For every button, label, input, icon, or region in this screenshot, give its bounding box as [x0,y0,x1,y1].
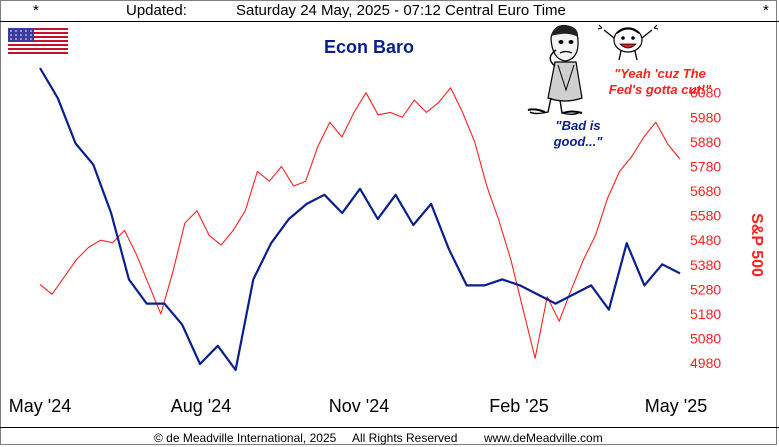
y-right-tick-label: 5480 [690,232,721,248]
us-flag-icon [8,28,68,54]
footer-website[interactable]: www.deMeadville.com [484,431,603,445]
chart-title: Econ Baro [324,37,414,57]
cheering-kid-cartoon-icon [597,24,659,61]
y-right-tick-label: 5880 [690,134,721,150]
y-right-tick-label: 6080 [690,85,721,101]
header-bar: * Updated: Saturday 24 May, 2025 - 07:12… [0,0,779,22]
worried-man-cartoon-icon [527,24,583,115]
x-tick-label: Nov '24 [329,396,389,416]
y-right-tick-label: 5180 [690,306,721,322]
y-right-tick-label: 5380 [690,257,721,273]
econ-baro-line [39,67,681,372]
footer-bar: © de Meadville International, 2025 All R… [0,427,779,447]
y-right-tick-label: 5680 [690,183,721,199]
x-tick-label: Aug '24 [171,396,232,416]
header-star-right: * [763,2,769,19]
sp500-line [39,87,681,359]
y-right-tick-label: 5580 [690,208,721,224]
y-right-tick-label: 5280 [690,281,721,297]
footer-copyright: © de Meadville International, 2025 [154,431,337,445]
y-right-tick-label: 5980 [690,109,721,125]
y-right-tick-label: 5080 [690,331,721,347]
update-timestamp: Saturday 24 May, 2025 - 07:12 Central Eu… [236,2,566,19]
y-axis-right-label: S&P 500 [748,213,765,277]
y-right-tick-label: 5780 [690,158,721,174]
cartoon-quote-right: "Yeah 'cuz The Fed's gotta cut!" [609,66,712,97]
header-star-left: * [33,2,39,19]
x-tick-label: May '25 [645,396,707,416]
cartoon-quote-left: "Bad is good..." [553,118,604,149]
footer-rights: All Rights Reserved [352,431,458,445]
y-right-tick-label: 4980 [690,355,721,371]
x-tick-label: May '24 [9,396,71,416]
updated-label: Updated: [126,2,187,19]
x-tick-label: Feb '25 [489,396,548,416]
